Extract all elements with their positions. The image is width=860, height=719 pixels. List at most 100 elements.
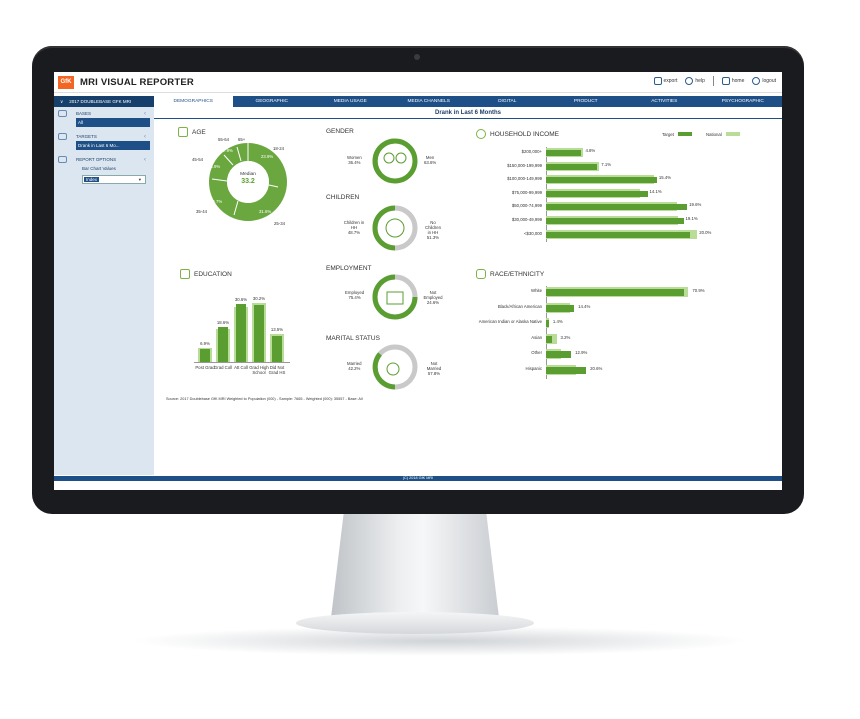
income-target-bar bbox=[546, 190, 648, 197]
gender-title: GENDER bbox=[326, 128, 354, 135]
tab-product[interactable]: PRODUCT bbox=[573, 99, 598, 104]
legend-national-swatch bbox=[725, 132, 740, 136]
tab-geographic[interactable]: GEOGRAPHIC bbox=[255, 99, 289, 104]
income-value-label: 4.8% bbox=[585, 148, 596, 153]
education-category-label: Grad Coll bbox=[213, 365, 233, 370]
tab-demographics[interactable]: DEMOGRAPHICS bbox=[154, 96, 233, 107]
bar-chart-values-select[interactable]: Index ▾ bbox=[82, 175, 146, 184]
tab-activities[interactable]: ACTIVITIES bbox=[651, 99, 678, 104]
age-median-value: 33.2 bbox=[241, 178, 255, 185]
legend-target: Target bbox=[662, 132, 693, 137]
age-divider bbox=[211, 178, 228, 182]
report-options-header[interactable]: REPORT OPTIONS ‹ bbox=[54, 155, 154, 164]
education-category-label: Grad High School bbox=[249, 365, 269, 375]
education-category-label: Att Coll bbox=[234, 365, 248, 370]
tab-psychographic[interactable]: PSYCHOGRAPHIC bbox=[721, 99, 764, 104]
age-divider bbox=[223, 154, 234, 166]
race-row-label: Black/African American bbox=[497, 303, 542, 309]
income-row-label: $100,000-149,999 bbox=[507, 176, 542, 182]
education-value-label: 6.9% bbox=[200, 340, 210, 346]
tab-digital[interactable]: DIGITAL bbox=[498, 99, 517, 104]
education-title: EDUCATION bbox=[180, 269, 232, 279]
age-value-35-44: 19.7% bbox=[210, 199, 223, 204]
home-link[interactable]: home bbox=[721, 77, 744, 85]
marital-donut bbox=[372, 344, 418, 390]
graduation-cap-icon bbox=[180, 269, 190, 279]
age-label-45-54: 45-54 bbox=[192, 157, 203, 162]
logout-link[interactable]: logout bbox=[752, 77, 776, 85]
targets-header[interactable]: TARGETS ‹ bbox=[54, 132, 154, 141]
people-icon bbox=[476, 269, 486, 279]
income-target-bar bbox=[546, 231, 690, 238]
help-link[interactable]: help bbox=[685, 77, 705, 85]
age-divider bbox=[233, 200, 239, 216]
age-label-35-44: 35-44 bbox=[196, 209, 207, 214]
footer: (C) 2018 GfK MRI bbox=[54, 476, 782, 490]
divider bbox=[712, 76, 714, 86]
age-label-55-64: 55-64 bbox=[218, 137, 229, 142]
race-value-label: 3.2% bbox=[560, 334, 571, 340]
age-value-55-64: 7.9% bbox=[223, 148, 233, 153]
age-value-18-24: 23.9% bbox=[261, 154, 274, 159]
top-links: export help home logout bbox=[653, 76, 776, 86]
income-value-label: 20.0% bbox=[699, 229, 712, 235]
marital-arc bbox=[372, 352, 396, 390]
main-header: Drank in Last 6 Months bbox=[154, 107, 782, 119]
bases-header[interactable]: BASES ‹ bbox=[54, 109, 154, 118]
bases-value[interactable]: All bbox=[76, 118, 150, 127]
income-row-label: $30,000-49,999 bbox=[511, 217, 542, 222]
race-target-bar bbox=[546, 304, 575, 312]
income-value-label: 14.1% bbox=[649, 188, 662, 194]
income-target-bar bbox=[546, 163, 598, 170]
database-selector[interactable]: ∨ 2017 DOUBLEBASE GFK MRI bbox=[54, 96, 154, 107]
race-chart: White 70.9% Black/African American 14.4% Ame… bbox=[464, 286, 764, 396]
app-screen: GfK MRI VISUAL REPORTER export help home… bbox=[54, 72, 782, 490]
race-row-label: American Indian or Alaska Native bbox=[478, 319, 542, 324]
income-target-bar bbox=[546, 204, 688, 211]
race-title: RACE/ETHNICITY bbox=[476, 269, 544, 279]
age-icon bbox=[178, 127, 188, 137]
race-axis bbox=[546, 286, 547, 379]
employment-donut bbox=[372, 274, 418, 320]
education-value-label: 18.6% bbox=[216, 319, 230, 325]
sidebar: BASES ‹ All TARGETS ‹ Drank in Last 6 Mo… bbox=[54, 107, 154, 475]
export-icon bbox=[653, 77, 662, 85]
tab-media-usage[interactable]: MEDIA USAGE bbox=[333, 99, 367, 104]
education-value-label: 30.6% bbox=[234, 296, 248, 302]
education-category-label: Did Not Grad HS bbox=[268, 365, 286, 375]
income-value-label: 15.4% bbox=[658, 175, 672, 181]
age-divider bbox=[268, 184, 279, 188]
children-arc bbox=[372, 205, 396, 251]
bases-icon bbox=[58, 110, 67, 117]
employment-title: EMPLOYMENT bbox=[326, 265, 372, 272]
woman-icon bbox=[383, 152, 395, 164]
race-target-bar bbox=[546, 366, 587, 374]
chevron-left-icon: ‹ bbox=[144, 133, 146, 140]
gender-men: Men 63.6% bbox=[424, 155, 437, 165]
income-target-bar bbox=[546, 177, 657, 184]
gender-women-arc bbox=[372, 138, 396, 176]
race-row-label: White bbox=[531, 288, 542, 293]
tab-media-channels[interactable]: MEDIA CHANNELS bbox=[407, 99, 450, 104]
man-icon bbox=[395, 152, 407, 164]
education-category-label: Post Grad bbox=[195, 365, 215, 370]
race-value-label: 70.9% bbox=[692, 288, 705, 293]
gfk-logo: GfK bbox=[58, 75, 74, 89]
age-label-65plus: 65+ bbox=[238, 137, 246, 142]
marital-title: MARITAL STATUS bbox=[326, 335, 380, 342]
education-target-bar bbox=[200, 348, 210, 362]
gender-women: Women 36.4% bbox=[347, 155, 362, 165]
legend-target-swatch bbox=[678, 132, 693, 136]
income-title: HOUSEHOLD INCOME bbox=[476, 129, 559, 139]
targets-value[interactable]: Drank in Last 6 Mo... bbox=[76, 141, 150, 150]
marital-no: Not Married 57.8% bbox=[426, 361, 442, 376]
monitor-stand bbox=[330, 514, 500, 626]
export-link[interactable]: export bbox=[653, 77, 677, 85]
ring-icon bbox=[386, 362, 400, 376]
age-label-25-34: 25-34 bbox=[274, 221, 285, 226]
age-value-25-34: 31.6% bbox=[259, 209, 272, 214]
bar-chart-values-label: Bar Chart Values bbox=[82, 166, 116, 171]
race-row-label: Hispanic bbox=[525, 365, 542, 371]
race-target-bar bbox=[546, 289, 685, 296]
employment-yes: Employed 75.4% bbox=[345, 290, 365, 300]
